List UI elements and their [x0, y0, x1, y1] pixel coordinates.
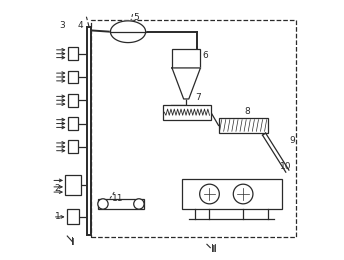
Bar — [68, 47, 78, 60]
Bar — [182, 179, 282, 209]
Bar — [65, 175, 82, 195]
Text: 8: 8 — [244, 107, 250, 116]
Bar — [87, 27, 91, 235]
Polygon shape — [172, 68, 201, 99]
Text: 9: 9 — [289, 136, 295, 145]
Text: 6: 6 — [203, 50, 208, 60]
Text: 4: 4 — [77, 21, 83, 30]
Text: 10: 10 — [280, 162, 291, 171]
Bar — [67, 209, 79, 224]
Text: II: II — [211, 245, 216, 254]
Text: I: I — [71, 237, 74, 248]
Bar — [68, 94, 78, 107]
Circle shape — [134, 199, 144, 209]
Text: I: I — [71, 238, 74, 247]
Bar — [172, 49, 201, 68]
Text: 11: 11 — [112, 194, 123, 203]
Bar — [68, 117, 78, 130]
Circle shape — [98, 199, 108, 209]
Text: 7: 7 — [195, 93, 201, 102]
Text: II: II — [211, 244, 216, 255]
Text: 3: 3 — [59, 21, 65, 30]
Bar — [98, 199, 143, 209]
Circle shape — [200, 184, 219, 204]
Text: 2: 2 — [54, 184, 60, 193]
Bar — [90, 20, 296, 237]
Polygon shape — [110, 21, 146, 43]
Bar — [218, 118, 268, 133]
Bar — [68, 140, 78, 153]
Circle shape — [233, 184, 253, 204]
Text: 1: 1 — [55, 212, 61, 221]
Bar — [163, 105, 211, 120]
Text: 5: 5 — [133, 13, 139, 22]
Bar — [68, 70, 78, 83]
